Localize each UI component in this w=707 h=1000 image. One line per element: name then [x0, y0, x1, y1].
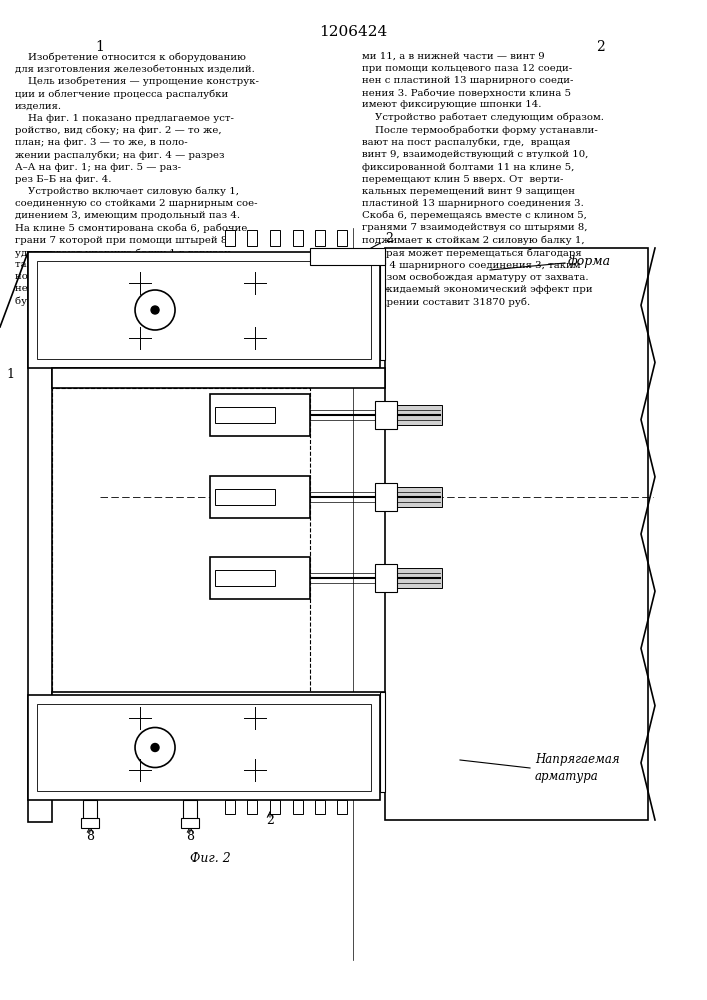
- Text: Напрягаемая
арматура: Напрягаемая арматура: [535, 753, 619, 783]
- Bar: [315, 230, 325, 246]
- Bar: [337, 800, 347, 814]
- Bar: [380, 692, 385, 792]
- Bar: [210, 394, 310, 436]
- Bar: [52, 692, 385, 710]
- Text: 8: 8: [186, 830, 194, 842]
- Bar: [225, 230, 235, 246]
- Bar: [37, 704, 371, 791]
- Bar: [293, 230, 303, 246]
- Bar: [375, 564, 397, 592]
- Bar: [310, 248, 385, 265]
- Text: 1: 1: [95, 40, 105, 54]
- Bar: [28, 695, 380, 800]
- Bar: [81, 818, 99, 828]
- Text: 8: 8: [86, 830, 94, 842]
- Bar: [270, 230, 280, 246]
- Text: 2: 2: [595, 40, 604, 54]
- Text: 1206424: 1206424: [319, 25, 387, 39]
- Bar: [375, 483, 397, 511]
- Circle shape: [151, 306, 159, 314]
- Bar: [215, 407, 275, 423]
- Bar: [247, 230, 257, 246]
- Bar: [52, 368, 385, 388]
- Bar: [83, 800, 97, 822]
- Bar: [183, 800, 197, 822]
- Bar: [210, 476, 310, 518]
- Text: Изобретение относится к оборудованию
для изготовления железобетонных изделий.
  : Изобретение относится к оборудованию для…: [15, 52, 259, 306]
- Bar: [387, 487, 442, 507]
- Text: форма: форма: [568, 255, 611, 268]
- Bar: [380, 249, 385, 360]
- Text: Фиг. 2: Фиг. 2: [189, 852, 230, 864]
- Text: 2: 2: [266, 814, 274, 826]
- Bar: [28, 252, 52, 822]
- Bar: [210, 557, 310, 599]
- Bar: [247, 800, 257, 814]
- Bar: [293, 800, 303, 814]
- Bar: [385, 248, 648, 820]
- Bar: [225, 800, 235, 814]
- Bar: [270, 800, 280, 814]
- Bar: [387, 405, 442, 425]
- Bar: [215, 570, 275, 586]
- Bar: [375, 401, 397, 429]
- Bar: [315, 800, 325, 814]
- Bar: [387, 568, 442, 588]
- Text: 2: 2: [361, 232, 393, 254]
- Bar: [215, 489, 275, 505]
- Circle shape: [151, 744, 159, 752]
- Text: 1: 1: [6, 368, 14, 381]
- Bar: [181, 818, 199, 828]
- Bar: [37, 261, 371, 359]
- Bar: [52, 388, 310, 692]
- Text: ми 11, а в нижней части — винт 9
при помощи кольцевого паза 12 соеди-
нен с плас: ми 11, а в нижней части — винт 9 при пом…: [362, 52, 604, 307]
- Bar: [337, 230, 347, 246]
- Bar: [28, 252, 380, 368]
